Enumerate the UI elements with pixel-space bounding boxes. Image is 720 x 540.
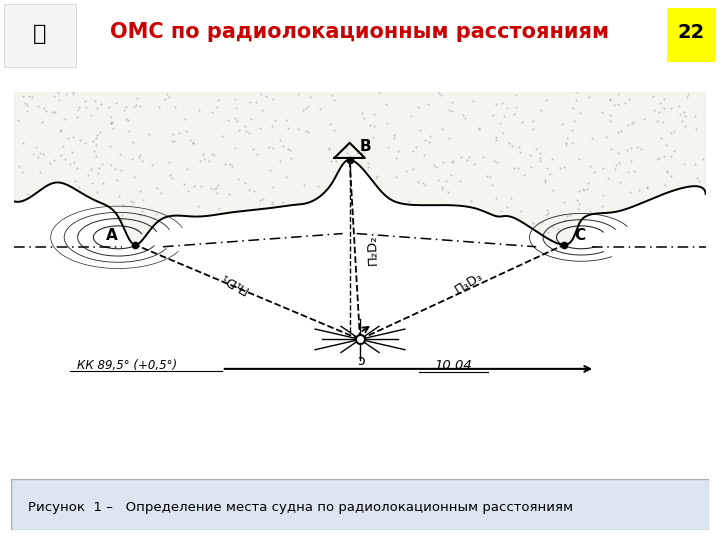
FancyBboxPatch shape xyxy=(11,479,709,530)
Text: C: C xyxy=(575,228,585,243)
Polygon shape xyxy=(14,92,706,245)
Text: 🚢: 🚢 xyxy=(33,24,46,44)
Text: B: B xyxy=(360,139,372,154)
Text: A: A xyxy=(107,228,118,243)
Text: 22: 22 xyxy=(678,23,705,42)
Text: Рисунок  1 –   Определение места судна по радиолокационным расстояниям: Рисунок 1 – Определение места судна по р… xyxy=(28,501,573,514)
Text: 10.04: 10.04 xyxy=(434,359,472,372)
Text: КК 89,5° (+0,5°): КК 89,5° (+0,5°) xyxy=(76,359,176,372)
FancyBboxPatch shape xyxy=(667,9,716,62)
FancyBboxPatch shape xyxy=(4,3,76,66)
Text: П₂D₂: П₂D₂ xyxy=(365,234,379,265)
Text: П₃D₃: П₃D₃ xyxy=(452,269,485,296)
Text: ↄ: ↄ xyxy=(358,354,365,368)
Text: П₁D₁: П₁D₁ xyxy=(217,269,251,296)
Text: ОМС по радиолокационным расстояниям: ОМС по радиолокационным расстояниям xyxy=(110,22,610,42)
